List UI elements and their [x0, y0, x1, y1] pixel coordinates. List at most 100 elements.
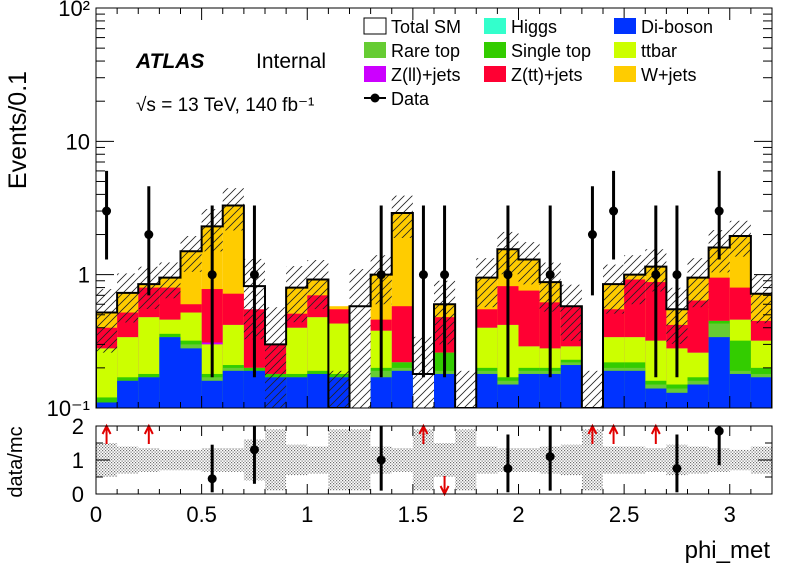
- stack-bar-ttbar: [96, 348, 118, 408]
- ratio-uncertainty-bin: [476, 446, 498, 474]
- stack-bar-di-boson: [201, 380, 223, 408]
- ratio-point: [249, 445, 259, 455]
- atlas-label: ATLAS: [135, 50, 204, 73]
- legend-total-sm-label: Total SM: [391, 17, 461, 37]
- data-point: [249, 270, 259, 280]
- stack-bar-di-boson: [497, 384, 519, 408]
- legend-ttbar-swatch: [614, 42, 636, 58]
- x-tick-label: 1: [301, 502, 313, 527]
- legend-higgs-swatch: [484, 18, 506, 34]
- total-sm-line: [96, 204, 772, 408]
- legend: Total SM Higgs Di-boson Rare top Single top t…: [363, 17, 713, 109]
- data-point: [418, 270, 428, 280]
- ratio-uncertainty-bin: [412, 429, 434, 491]
- ratio-uncertainty-bin: [455, 429, 477, 491]
- legend-di-boson-swatch: [614, 18, 636, 34]
- uncertainty-hatch: [286, 266, 308, 323]
- y-tick-label: 10²: [58, 0, 90, 21]
- data-point: [503, 270, 513, 280]
- ratio-uncertainty-bin: [434, 443, 456, 477]
- ratio-uncertainty-bin: [687, 446, 709, 474]
- ratio-uncertainty-bin: [603, 446, 625, 474]
- ratio-uncertainty-bin: [328, 429, 350, 491]
- stack-bar-di-boson: [391, 370, 413, 408]
- stack-bar-di-boson: [307, 373, 329, 408]
- ratio-uncertainty-bin: [645, 448, 667, 472]
- uncertainty-hatch: [729, 220, 751, 257]
- stack-bar-di-boson: [476, 373, 498, 408]
- data-point: [651, 270, 661, 280]
- stack-bar-di-boson: [96, 402, 118, 408]
- stack-bar-di-boson: [624, 370, 646, 408]
- data-point: [440, 270, 450, 280]
- y-tick-label: 10⁻¹: [47, 396, 90, 421]
- main-stack-plot: [96, 205, 772, 408]
- ratio-y-tick-label: 0: [72, 482, 84, 507]
- stack-bar-di-boson: [243, 370, 265, 408]
- ratio-uncertainty-bin: [581, 429, 603, 491]
- x-tick-label: 0.5: [186, 502, 217, 527]
- x-axis-label: phi_met: [685, 537, 771, 564]
- stack-bar-di-boson: [117, 380, 139, 408]
- stack-bar-di-boson: [434, 373, 456, 408]
- ratio-uncertainty-bin: [624, 446, 646, 474]
- stack-bar-di-boson: [560, 365, 582, 408]
- uncertainty-hatch: [391, 195, 413, 238]
- y-tick-label: 1: [78, 263, 90, 288]
- stack-bar-di-boson: [708, 337, 730, 408]
- uncertainty-hatch: [624, 255, 646, 305]
- legend-ttbar-label: ttbar: [641, 41, 677, 61]
- x-tick-label: 2: [512, 502, 524, 527]
- ratio-uncertainty-bin: [180, 449, 202, 471]
- stack-bar-di-boson: [222, 370, 244, 408]
- x-tick-label: 0: [90, 502, 102, 527]
- ratio-point: [376, 455, 386, 465]
- axes: 0 0.5 1 1.5 2 2.5 3 10⁻¹ 1 10 10² 0 1 2: [47, 0, 772, 527]
- data-point: [376, 270, 386, 280]
- data-point: [672, 270, 682, 280]
- uncertainty-hatch: [96, 289, 118, 353]
- legend-data-marker: [370, 93, 380, 103]
- ratio-uncertainty-bin: [138, 448, 160, 472]
- ratio-uncertainty-bin: [286, 444, 308, 476]
- uncertainty-hatch: [307, 260, 329, 310]
- atlas-status: Internal: [256, 50, 326, 73]
- ratio-uncertainty-bin: [729, 449, 751, 471]
- ratio-point: [714, 426, 724, 436]
- ratio-uncertainty-bin: [265, 429, 287, 491]
- legend-z-tt-jets-label: Z(tt)+jets: [511, 65, 583, 85]
- uncertainty-hatch: [603, 264, 625, 314]
- uncertainty-hatch: [455, 370, 477, 408]
- legend-total-sm-swatch: [363, 17, 387, 35]
- stack-bar-di-boson: [138, 377, 160, 408]
- stack-bar-di-boson: [750, 377, 772, 408]
- legend-z-ll-jets-label: Z(ll)+jets: [391, 65, 461, 85]
- legend-single-top-label: Single top: [511, 41, 591, 61]
- ratio-point: [503, 464, 513, 473]
- x-tick-label: 3: [724, 502, 736, 527]
- stack-bar-di-boson: [518, 373, 540, 408]
- ratio-uncertainty-bin: [518, 448, 540, 472]
- x-tick-label: 1.5: [398, 502, 429, 527]
- legend-rare-top-label: Rare top: [391, 41, 460, 61]
- ratio-uncertainty-bin: [307, 446, 329, 474]
- data-point: [609, 206, 619, 216]
- data-point: [714, 206, 724, 216]
- uncertainty-hatch: [180, 235, 202, 272]
- uncertainty-hatch: [328, 370, 350, 408]
- uncertainty-hatch: [560, 284, 582, 341]
- stack-bar-di-boson: [370, 377, 392, 408]
- ratio-y-tick-label: 1: [72, 448, 84, 473]
- uncertainty-hatch: [476, 258, 498, 308]
- legend-w-jets-swatch: [614, 66, 636, 82]
- uncertainty-hatch: [117, 273, 139, 323]
- total-sm-outline: [96, 204, 772, 408]
- ratio-uncertainty-bin: [159, 449, 181, 471]
- legend-w-jets-label: W+jets: [641, 65, 697, 85]
- x-tick-label: 2.5: [609, 502, 640, 527]
- uncertainty-hatch: [265, 307, 287, 408]
- uncertainty-hatch: [518, 242, 540, 285]
- ratio-uncertainty-bin: [117, 446, 139, 474]
- uncertainty-hatch: [349, 269, 371, 408]
